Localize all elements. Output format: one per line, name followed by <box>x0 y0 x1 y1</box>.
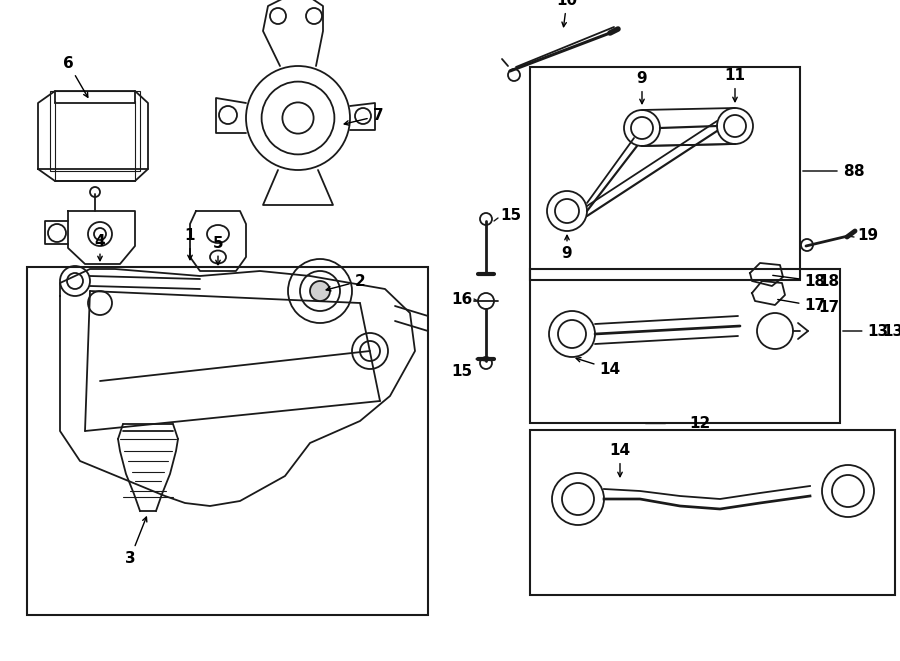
Text: 7: 7 <box>344 108 383 125</box>
Text: 3: 3 <box>125 517 147 566</box>
Text: 17: 17 <box>818 299 839 315</box>
Text: 18: 18 <box>773 274 825 288</box>
Text: 17: 17 <box>778 299 825 313</box>
Text: 9: 9 <box>636 71 647 104</box>
Text: 9: 9 <box>562 235 572 262</box>
Text: 14: 14 <box>609 443 631 477</box>
Text: 13: 13 <box>842 323 888 338</box>
Bar <box>50 91 140 171</box>
Text: 5: 5 <box>212 235 223 264</box>
Text: 6: 6 <box>63 56 88 97</box>
Bar <box>530 430 895 595</box>
Text: 15: 15 <box>500 208 521 223</box>
Text: 13: 13 <box>882 323 900 338</box>
Bar <box>530 269 840 423</box>
Text: 15: 15 <box>452 364 472 379</box>
Text: 2: 2 <box>326 274 365 291</box>
Text: 19: 19 <box>857 229 878 243</box>
Text: 12: 12 <box>689 416 711 430</box>
Bar <box>27 267 428 615</box>
Text: 1: 1 <box>184 228 195 260</box>
Text: 14: 14 <box>576 358 621 377</box>
Text: 11: 11 <box>724 68 745 102</box>
Text: 4: 4 <box>94 233 105 260</box>
Text: 10: 10 <box>556 0 578 26</box>
Text: 18: 18 <box>818 274 839 290</box>
Circle shape <box>310 281 330 301</box>
Text: 16: 16 <box>452 292 472 307</box>
Bar <box>530 67 800 280</box>
Text: 8: 8 <box>803 163 853 178</box>
Text: 8: 8 <box>853 163 864 178</box>
